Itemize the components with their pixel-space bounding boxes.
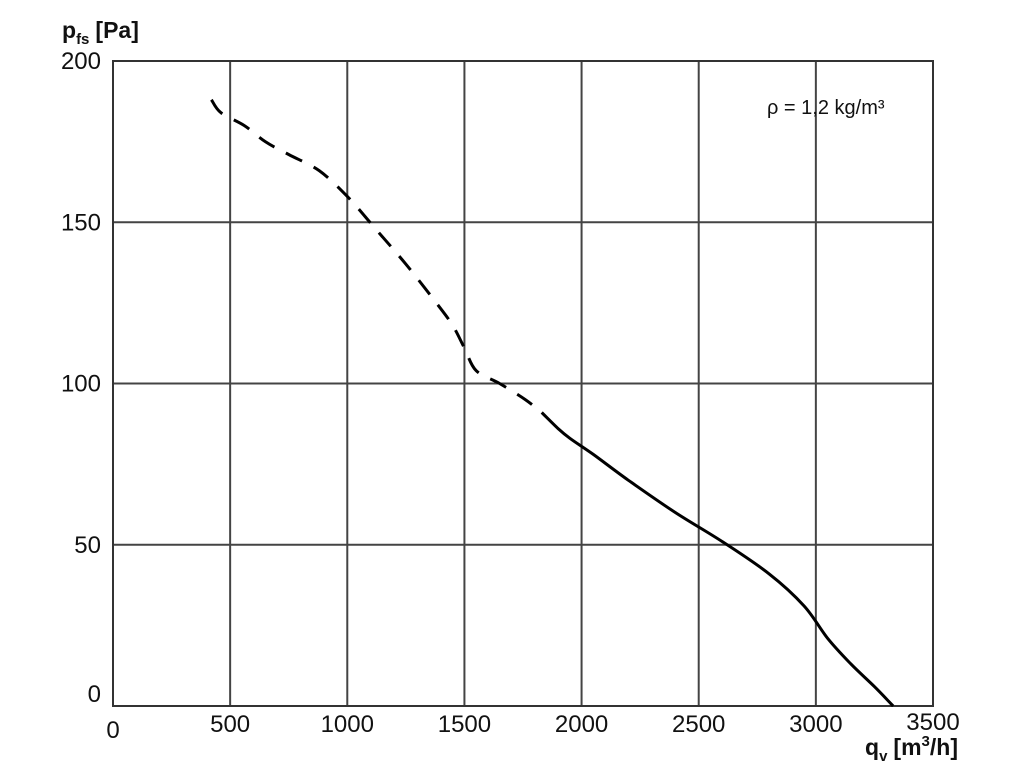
x-axis-title: qv [m3/h]: [865, 733, 958, 765]
y-axis-title: pfs [Pa]: [62, 17, 139, 48]
y-tick-label: 150: [61, 209, 101, 236]
y-tick-label: 0: [88, 681, 101, 708]
tick-labels: 0 500 1000 1500 2000 2500 3000 3500 0 50 100 150 200: [61, 48, 960, 744]
x-tick-label: 1000: [321, 711, 374, 738]
series-layer: [210, 98, 895, 708]
x-tick-label: 3000: [789, 711, 842, 738]
x-tick-label: 3500: [906, 709, 959, 736]
y-tick-label: 50: [74, 532, 101, 559]
y-tick-label: 100: [61, 371, 101, 398]
curve-solid-series: [540, 411, 895, 708]
x-tick-label: 2000: [555, 711, 608, 738]
y-tick-label: 200: [61, 48, 101, 75]
x-tick-label: 0: [106, 717, 119, 744]
x-tick-label: 1500: [438, 711, 491, 738]
plot-area-frame: [112, 60, 934, 707]
x-tick-label: 500: [210, 711, 250, 738]
density-annotation: ρ = 1,2 kg/m³: [767, 97, 885, 119]
curve-dashed-series: [210, 98, 543, 414]
grid: [113, 61, 933, 706]
x-tick-label: 2500: [672, 711, 725, 738]
